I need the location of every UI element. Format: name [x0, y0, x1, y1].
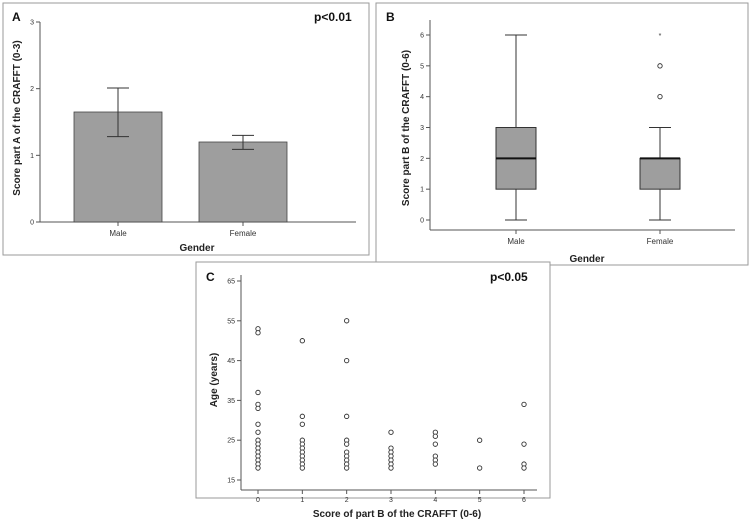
panel-c-data-point: [432, 441, 438, 447]
panel-a-x-axis-label: Gender: [179, 243, 214, 254]
panel-a-bar-chart: A p<0.01 Score part A of the CRAFFT (0-3…: [2, 2, 370, 256]
panel-b-y-tick-label: 6: [420, 33, 424, 40]
panel-c-data-point: [432, 433, 438, 439]
panel-c-data-point: [432, 461, 438, 467]
panel-a-x-tick-label: Male: [109, 229, 127, 238]
panel-c-data-point: [255, 465, 261, 471]
panel-c-data-point: [255, 429, 261, 435]
panel-c-p-value: p<0.05: [490, 270, 528, 284]
panel-b-y-tick-label: 4: [420, 94, 424, 101]
panel-c-data-point: [255, 389, 261, 396]
panel-a-label: A: [12, 10, 21, 24]
panel-c-data-point: [521, 465, 527, 471]
panel-b-y-tick-label: 1: [420, 187, 424, 194]
panel-c-y-tick-label: 25: [227, 438, 235, 445]
panel-c-data-point: [299, 413, 305, 419]
panel-c-data-point: [521, 401, 527, 408]
panel-c-y-tick-label: 15: [227, 478, 235, 485]
panel-b-extreme-point: *: [659, 33, 662, 40]
panel-c-label: C: [206, 270, 215, 284]
panel-a-plot-area: 0 1 2 3 Male Female: [30, 20, 356, 238]
panel-c-y-tick-label: 55: [227, 318, 235, 325]
panel-c-data-point: [477, 465, 483, 471]
panel-c-x-tick-label: 0: [256, 497, 260, 504]
panel-b-x-axis-label: Gender: [569, 254, 604, 265]
panel-a-bar-female: [198, 141, 288, 223]
panel-b-outlier-point: [657, 94, 663, 100]
panel-c-data-point: [299, 421, 305, 427]
panel-c-data-point: [255, 405, 261, 412]
panel-b-y-tick-label: 2: [420, 156, 424, 163]
panel-a-y-axis-label: Score part A of the CRAFFT (0-3): [12, 40, 23, 195]
panel-c-data-point: [344, 357, 350, 364]
panel-b-x-tick-label: Female: [647, 237, 674, 246]
panel-c-data-point: [388, 429, 394, 435]
panel-c-y-axis-label: Age (years): [209, 353, 220, 407]
panel-c-data-point: [521, 441, 527, 447]
panel-b-box-female: [639, 157, 681, 190]
panel-c-x-tick-label: 4: [433, 497, 437, 504]
panel-a-y-tick-label: 3: [30, 20, 34, 27]
panel-b-outlier-point: [657, 63, 663, 69]
panel-b-plot-area: 0 1 2 3 4 5 6 Male Female *: [420, 20, 735, 246]
panel-a-frame: [2, 2, 370, 256]
panel-c-data-point: [255, 421, 261, 427]
panel-c-y-tick-label: 45: [227, 358, 235, 365]
panel-b-frame: [375, 2, 749, 266]
panel-c-data-point: [388, 465, 394, 471]
panel-b-y-tick-label: 0: [420, 218, 424, 225]
panel-a-p-value: p<0.01: [314, 10, 352, 24]
panel-c-x-tick-label: 3: [389, 497, 393, 504]
panel-c-x-tick-label: 6: [522, 497, 526, 504]
panel-c-data-point: [344, 318, 350, 324]
panel-c-data-point: [344, 413, 350, 419]
panel-c-x-tick-label: 2: [345, 497, 349, 504]
panel-c-data-point: [255, 330, 261, 336]
panel-a-y-tick-label: 1: [30, 153, 34, 160]
panel-b-y-tick-label: 3: [420, 125, 424, 132]
panel-c-y-tick-label: 65: [227, 279, 235, 286]
panel-c-data-point: [299, 338, 305, 344]
panel-c-data-point: [344, 465, 350, 471]
panel-c-x-axis-label: Score of part B of the CRAFFT (0-6): [313, 509, 481, 520]
panel-c-data-point: [344, 441, 350, 447]
panel-c-frame: [195, 261, 551, 499]
panel-c-x-tick-label: 5: [478, 497, 482, 504]
panel-c-data-point: [477, 437, 483, 443]
panel-b-label: B: [386, 10, 395, 24]
panel-b-x-tick-label: Male: [507, 237, 525, 246]
panel-c-y-tick-label: 35: [227, 398, 235, 405]
panel-c-x-tick-label: 1: [300, 497, 304, 504]
panel-a-y-tick-label: 2: [30, 86, 34, 93]
panel-b-y-axis-label: Score part B of the CRAFFT (0-6): [401, 50, 412, 206]
panel-a-y-tick-label: 0: [30, 220, 34, 227]
panel-b-box-plot: B Score part B of the CRAFFT (0-6) Gende…: [375, 2, 749, 266]
panel-c-data-point: [299, 465, 305, 471]
panel-b-y-tick-label: 5: [420, 63, 424, 70]
panel-c-scatter-plot: C p<0.05 Age (years) Score of part B of …: [195, 261, 551, 520]
panel-a-x-tick-label: Female: [230, 229, 257, 238]
